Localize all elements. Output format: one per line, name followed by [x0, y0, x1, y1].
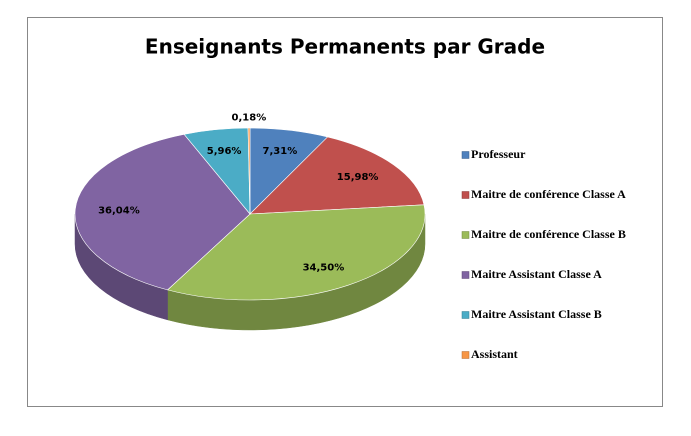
- data-label: 7,31%: [263, 146, 298, 157]
- legend-label: Maitre Assistant Classe B: [471, 307, 602, 321]
- data-label: 34,50%: [303, 262, 345, 273]
- data-label: 0,18%: [232, 113, 267, 124]
- data-label: 36,04%: [98, 206, 140, 217]
- slice: [247, 127, 251, 215]
- legend-swatch: [461, 231, 470, 239]
- legend-swatch: [461, 151, 470, 159]
- legend-swatch: [461, 311, 470, 319]
- legend-label: Assistant: [471, 347, 518, 361]
- data-label: 5,96%: [207, 146, 242, 157]
- legend-swatch: [461, 351, 470, 359]
- data-label: 15,98%: [337, 172, 379, 183]
- chart-title: Enseignants Permanents par Grade: [145, 35, 545, 59]
- legend-label: Maitre Assistant Classe A: [471, 267, 602, 281]
- slice: [166, 204, 426, 301]
- legend-label: Maitre de conférence Classe A: [471, 187, 626, 201]
- legend-swatch: [461, 271, 470, 279]
- slice: [249, 136, 425, 215]
- slice: [74, 133, 251, 291]
- legend-swatch: [461, 191, 470, 199]
- legend-label: Maitre de conférence Classe B: [471, 227, 626, 241]
- legend-label: Professeur: [471, 147, 526, 161]
